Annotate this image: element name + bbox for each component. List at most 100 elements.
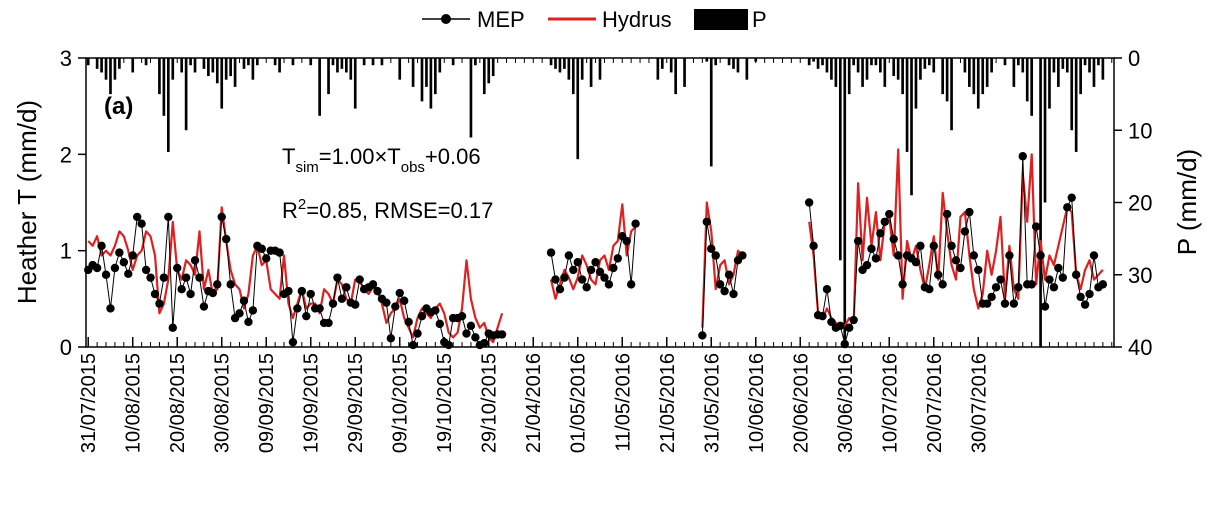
mep-point (221, 234, 231, 244)
precip-bar (1057, 58, 1060, 87)
mep-point (1049, 283, 1059, 292)
mep-point (987, 292, 996, 302)
precip-bar (709, 58, 713, 167)
precip-bar (349, 58, 353, 80)
mep-point (631, 219, 640, 228)
precip-bar (914, 58, 918, 109)
precip-bar (901, 58, 904, 95)
precip-bar (184, 58, 188, 131)
precip-bar (233, 58, 237, 87)
mep-point (97, 241, 106, 251)
mep-point (991, 283, 1001, 292)
mep-point (942, 209, 952, 219)
precip-bar (113, 58, 117, 80)
mep-point (190, 256, 200, 265)
mep-point (293, 304, 302, 313)
precip-bar (745, 58, 749, 80)
mep-point (297, 286, 307, 296)
precip-bar (927, 58, 931, 66)
y-right-tick-label: 0 (1128, 46, 1140, 71)
mep-point (1009, 299, 1019, 308)
mep-point (898, 280, 907, 289)
precip-bar (571, 58, 575, 95)
mep-point (551, 275, 560, 284)
mep-point (711, 251, 720, 260)
precip-bar (104, 58, 108, 80)
legend-mep-label: MEP (477, 7, 525, 32)
mep-point (822, 285, 832, 294)
precip-bar (353, 58, 357, 109)
mep-point (355, 275, 364, 284)
mep-point (956, 263, 965, 273)
mep-point (137, 219, 146, 228)
x-tick-label: 20/07/2016 (924, 353, 946, 453)
precip-bar (331, 58, 335, 66)
precip-bar (567, 58, 571, 80)
mep-point (404, 317, 413, 327)
precip-bar (469, 58, 473, 138)
precip-bar (910, 58, 913, 196)
precip-bar (345, 58, 348, 73)
mep-point (1014, 283, 1023, 292)
precip-bar (1079, 58, 1082, 95)
mep-point (244, 317, 253, 327)
x-tick-label: 09/09/2015 (256, 353, 278, 453)
mep-point (239, 296, 249, 305)
mep-point (560, 273, 569, 282)
precip-bar (950, 58, 953, 131)
x-tick-label: 19/10/2015 (434, 353, 456, 453)
mep-point (199, 302, 209, 311)
mep-point (195, 273, 204, 282)
precip-bar (1025, 58, 1029, 102)
mep-point (466, 321, 476, 331)
precip-bar (171, 58, 175, 80)
precip-bar (843, 58, 847, 347)
mep-point (1031, 222, 1041, 231)
precip-bar (1052, 58, 1056, 73)
mep-point (497, 330, 507, 339)
mep-point (609, 263, 618, 273)
mep-point (208, 288, 218, 298)
x-tick-label: 10/06/2016 (746, 353, 768, 453)
mep-point (853, 236, 863, 246)
mep-point (186, 289, 195, 299)
precip-bar (118, 58, 121, 69)
precipitation-bars (86, 58, 1105, 347)
precip-bar (434, 58, 437, 95)
mep-point (738, 251, 747, 260)
mep-point (217, 212, 226, 222)
precip-bar (896, 58, 900, 80)
precip-bar (981, 58, 985, 95)
precip-bar (683, 58, 686, 87)
mep-point (181, 273, 191, 282)
precip-bar (1043, 58, 1047, 203)
mep-point (586, 265, 596, 275)
precip-bar (976, 58, 980, 109)
mep-point (1085, 289, 1094, 299)
precip-bar (825, 58, 829, 73)
precip-bar (1101, 58, 1105, 80)
x-tick-label: 29/09/2015 (345, 353, 367, 453)
precip-bar (340, 58, 344, 69)
precip-bar (1065, 58, 1069, 73)
precip-bar (1039, 58, 1042, 347)
legend-p-label: P (752, 7, 767, 32)
mep-point (1067, 193, 1076, 202)
x-tick-label: 21/04/2016 (523, 353, 545, 453)
mep-point (867, 244, 876, 253)
precip-bar (398, 58, 402, 80)
precip-bar (220, 58, 224, 109)
legend-mep-marker (441, 14, 451, 24)
mep-point (1089, 251, 1099, 260)
precip-bar (660, 58, 664, 69)
mep-point (337, 294, 347, 304)
mep-point (457, 311, 467, 321)
mep-point (951, 256, 961, 265)
mep-point (1027, 280, 1036, 289)
mep-series (84, 152, 1108, 350)
y-left-tick-label: 1 (60, 239, 72, 264)
mep-point (328, 299, 338, 308)
precip-bar (1061, 58, 1065, 69)
mep-point (1000, 299, 1010, 308)
precip-bar (830, 58, 833, 80)
